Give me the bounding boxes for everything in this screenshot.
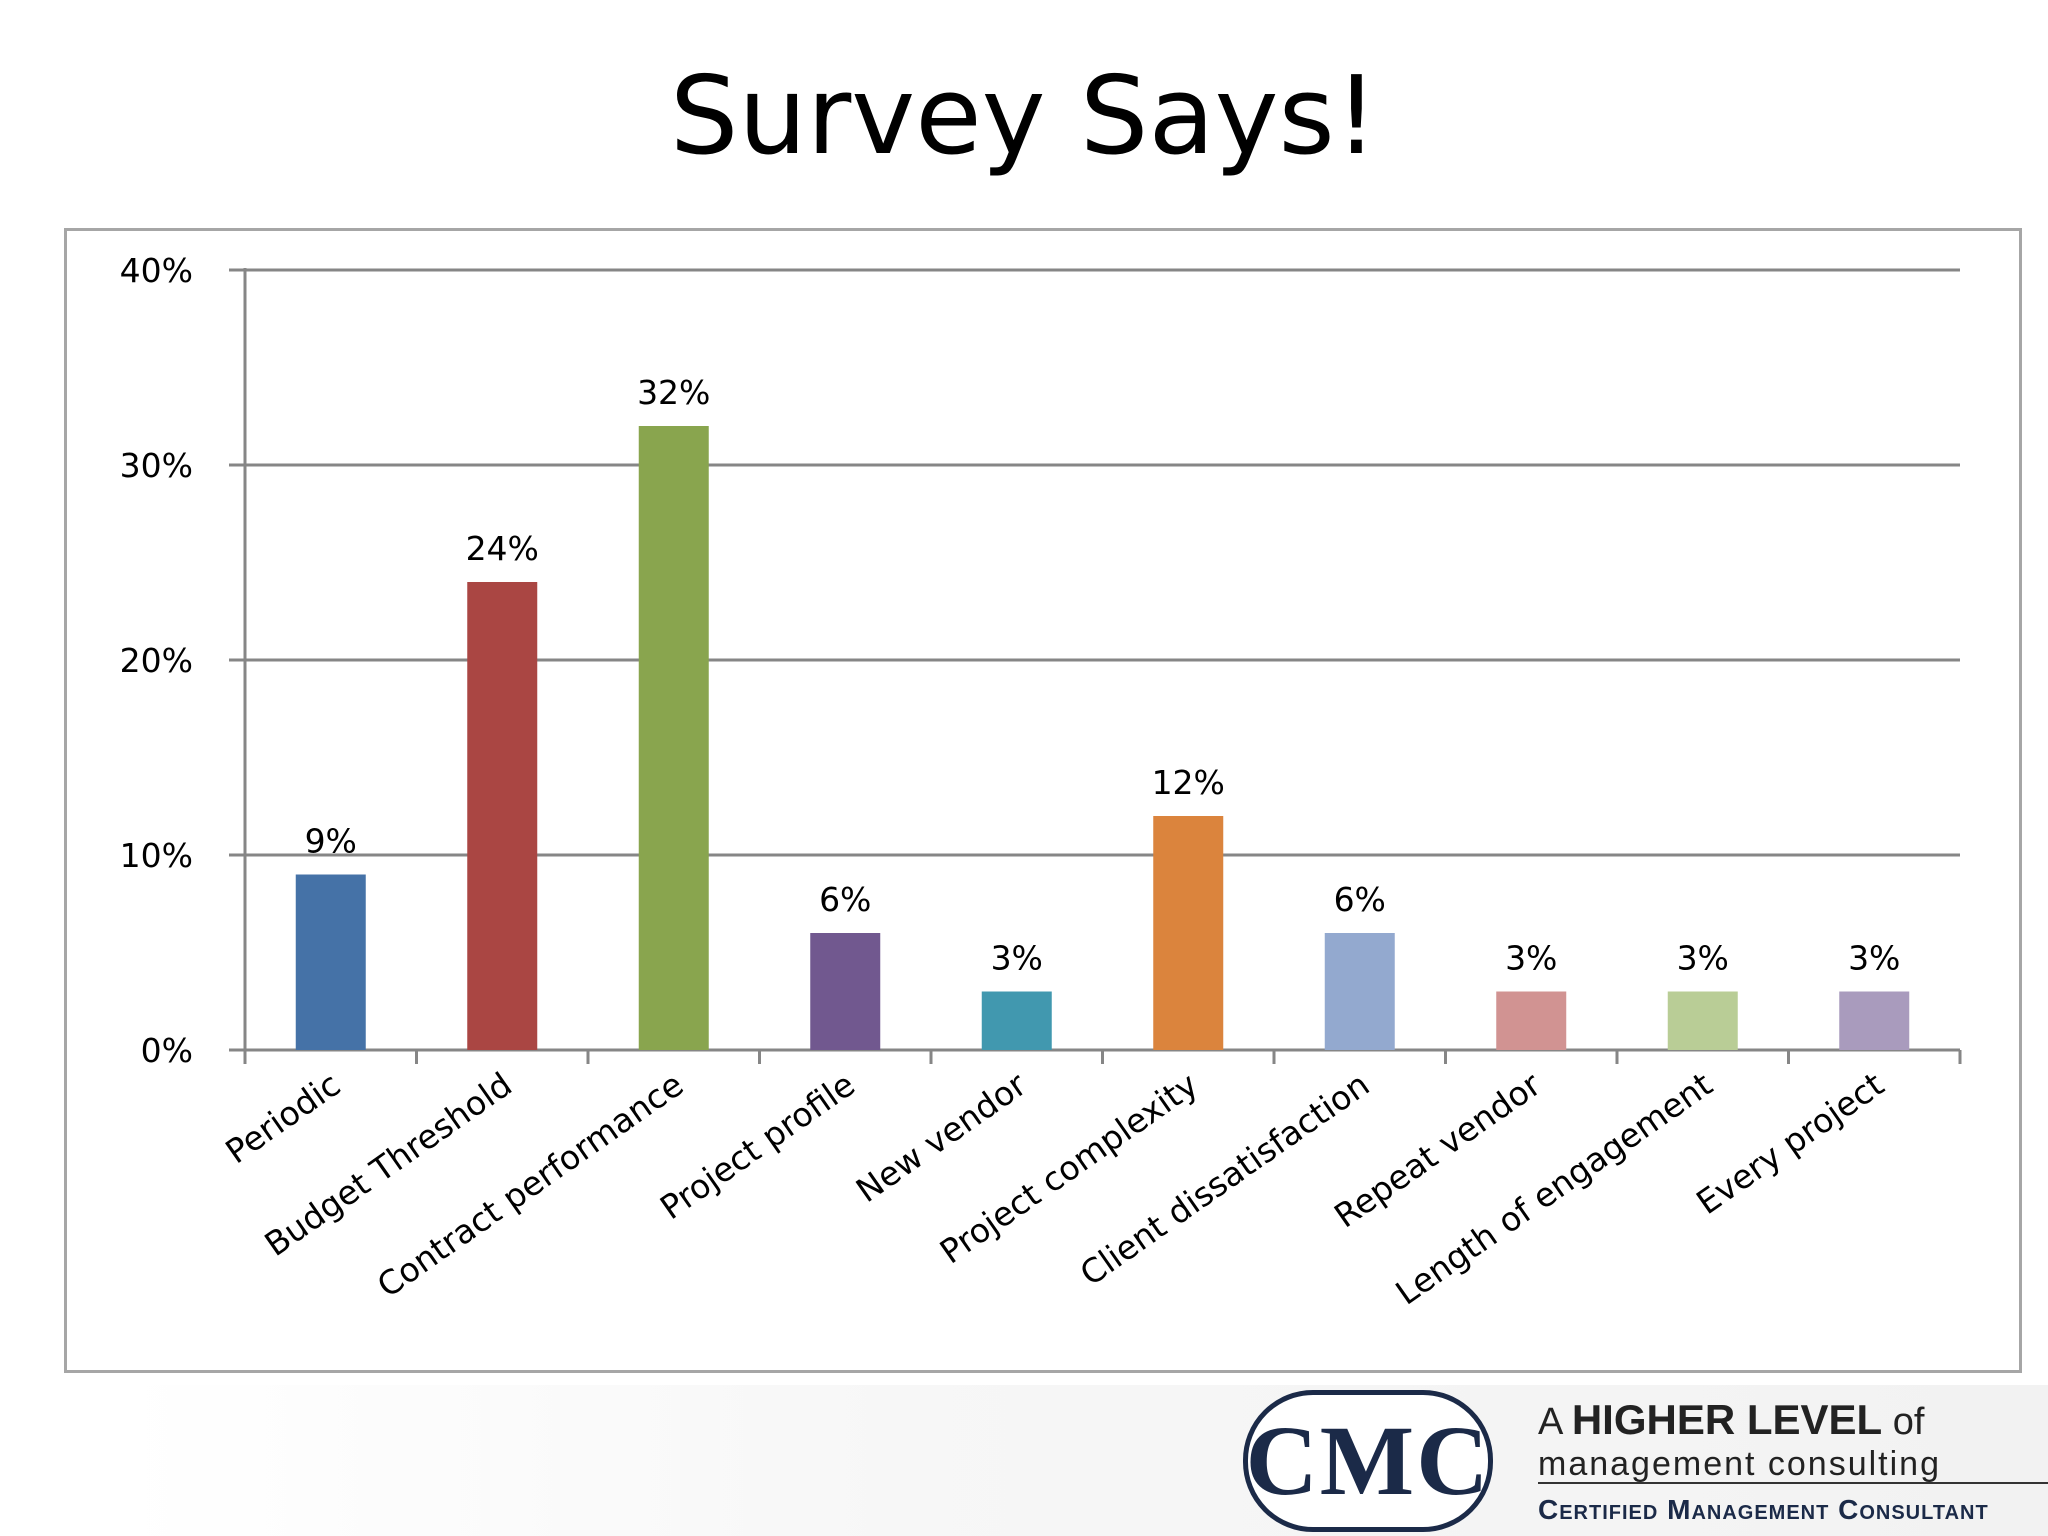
bar (1496, 991, 1567, 1050)
y-tick-label: 40% (120, 251, 193, 290)
y-tick-label: 10% (120, 836, 193, 875)
bar (1667, 991, 1738, 1050)
data-label: 6% (819, 880, 871, 919)
logo-text: CMC (1245, 1405, 1491, 1516)
bar (295, 874, 366, 1050)
chart-frame (64, 228, 2022, 1373)
category-label: Client dissatisfaction (1073, 1065, 1377, 1294)
data-label: 32% (637, 373, 710, 412)
y-tick-label: 20% (120, 641, 193, 680)
data-label: 9% (305, 822, 357, 861)
cmc-logo: CMC (1243, 1390, 1493, 1532)
data-label: 3% (991, 939, 1043, 978)
tagline-line2: management consulting (1538, 1445, 1942, 1483)
tagline-suffix: of (1882, 1401, 1925, 1443)
category-label: Every project (1689, 1065, 1891, 1222)
bar (1324, 933, 1395, 1050)
tagline: A HIGHER LEVEL of management consulting (1538, 1398, 2048, 1484)
category-label: Periodic (218, 1065, 347, 1172)
footer-background (120, 1385, 2048, 1536)
data-label: 12% (1152, 763, 1225, 802)
tagline-prefix: A (1538, 1401, 1572, 1443)
y-tick-label: 30% (120, 446, 193, 485)
data-label: 24% (466, 529, 539, 568)
y-tick-label: 0% (141, 1031, 193, 1070)
tagline-divider (1538, 1482, 2048, 1484)
bar (981, 991, 1052, 1050)
category-label: Contract performance (370, 1065, 690, 1306)
slide-title: Survey Says! (669, 54, 1379, 179)
bar (638, 426, 709, 1050)
bar (1153, 816, 1224, 1050)
bar (467, 582, 538, 1050)
bar (1839, 991, 1910, 1050)
tagline-highlight: HIGHER LEVEL (1571, 1396, 1883, 1443)
data-label: 6% (1334, 880, 1386, 919)
data-label: 3% (1848, 939, 1900, 978)
data-label: 3% (1505, 939, 1557, 978)
category-label: Length of engagement (1389, 1065, 1720, 1313)
bar (810, 933, 881, 1050)
tagline-line1: A HIGHER LEVEL of (1538, 1398, 2048, 1444)
certification-text: Certified Management Consultant (1538, 1494, 1989, 1525)
data-label: 3% (1677, 939, 1729, 978)
